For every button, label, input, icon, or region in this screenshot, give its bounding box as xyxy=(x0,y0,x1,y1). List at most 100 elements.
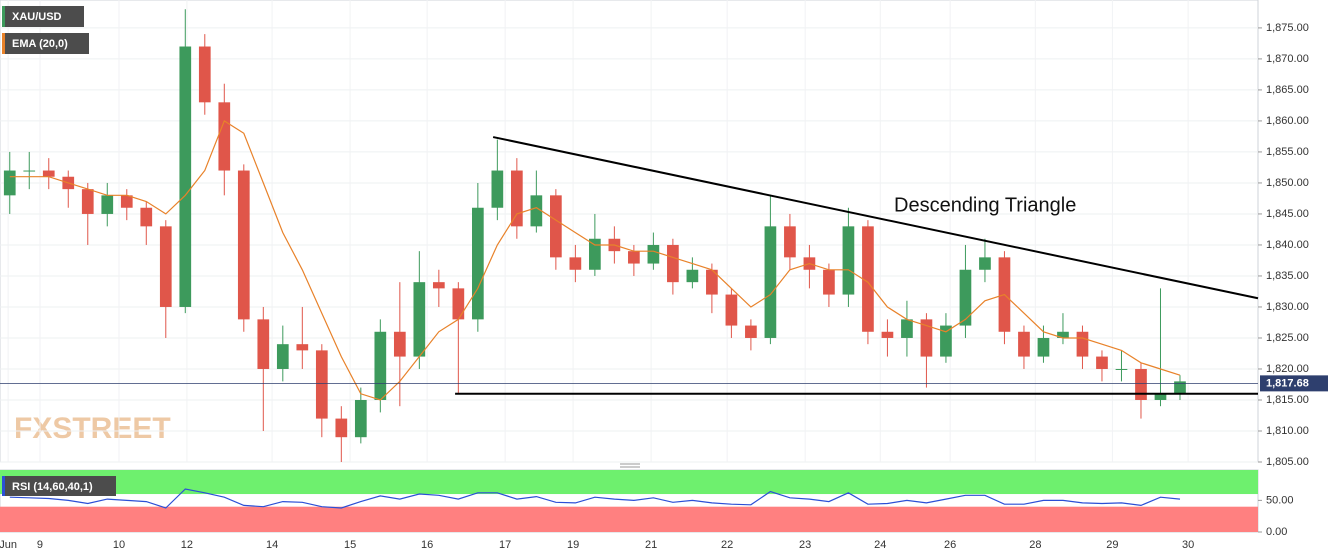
ema-line xyxy=(9,120,1181,401)
candle-body xyxy=(23,170,36,172)
x-tick-label: 10 xyxy=(113,539,125,551)
y-tick-label: 1,870.00 xyxy=(1266,53,1309,65)
candle-body xyxy=(1018,331,1030,357)
y-tick-label: 1,815.00 xyxy=(1266,394,1309,406)
candle-body xyxy=(81,189,94,214)
x-tick-label: 28 xyxy=(1029,539,1041,551)
candle-body xyxy=(179,46,192,307)
overbought-zone xyxy=(0,470,1258,495)
candle-body xyxy=(686,269,699,283)
candle-body xyxy=(1174,381,1186,394)
y-tick-label: 1,840.00 xyxy=(1266,239,1309,251)
candle-body xyxy=(374,331,387,400)
legend-box xyxy=(2,6,84,27)
candle-body xyxy=(1154,393,1167,400)
x-tick-label: 15 xyxy=(344,539,356,551)
legend-swatch xyxy=(2,33,5,54)
candle-body xyxy=(1057,331,1069,338)
candle-body xyxy=(1076,331,1089,357)
candle-body xyxy=(706,269,718,295)
legend-swatch xyxy=(2,6,5,27)
y-tick-label: 50.00 xyxy=(1266,494,1294,506)
candle-body xyxy=(471,207,484,320)
candle-body xyxy=(1135,368,1147,400)
candle-body xyxy=(140,207,153,227)
y-tick-label: 0.00 xyxy=(1266,526,1287,538)
x-tick-label: 16 xyxy=(421,539,433,551)
candle-body xyxy=(491,170,504,208)
candle-body xyxy=(257,319,270,369)
last-price-label: 1,817.68 xyxy=(1266,377,1309,389)
y-tick-label: 1,860.00 xyxy=(1266,115,1309,127)
candle-body xyxy=(1115,368,1128,370)
candle-body xyxy=(354,399,367,438)
last-price-box xyxy=(1260,375,1328,392)
candle-body xyxy=(881,331,894,338)
candle-body xyxy=(979,257,991,270)
y-tick-label: 1,855.00 xyxy=(1266,146,1309,158)
candle-body xyxy=(764,226,777,338)
annotation: Descending Triangle xyxy=(894,194,1076,216)
x-tick-label: 14 xyxy=(266,539,278,551)
y-tick-label: 1,820.00 xyxy=(1266,363,1309,375)
candle-body xyxy=(3,170,16,196)
candle-body xyxy=(940,325,952,357)
legend-box xyxy=(2,476,116,496)
candle-body xyxy=(530,195,543,227)
candle-body xyxy=(159,226,172,307)
candle-body xyxy=(452,288,465,320)
candle-body xyxy=(784,226,796,258)
x-tick-label: 22 xyxy=(721,539,733,551)
candle-body xyxy=(745,325,757,338)
x-tick-label: Jun xyxy=(0,539,17,551)
candle-body xyxy=(823,269,835,295)
y-tick-label: 1,845.00 xyxy=(1266,208,1309,220)
candle-body xyxy=(920,319,933,357)
candle-body xyxy=(862,226,874,332)
y-tick-label: 1,865.00 xyxy=(1266,84,1309,96)
candle-body xyxy=(842,226,855,295)
y-tick-label: 1,850.00 xyxy=(1266,177,1309,189)
legend-label: EMA (20,0) xyxy=(12,38,68,50)
candle-body xyxy=(647,244,660,264)
legend-swatch xyxy=(2,476,5,496)
candle-body xyxy=(667,244,679,283)
x-tick-label: 24 xyxy=(874,539,886,551)
x-tick-label: 12 xyxy=(181,539,193,551)
y-tick-label: 1,830.00 xyxy=(1266,301,1309,313)
candle-body xyxy=(959,269,972,326)
x-tick-label: 29 xyxy=(1106,539,1118,551)
legend-label: RSI (14,60,40,1) xyxy=(12,481,93,493)
candle-body xyxy=(550,195,562,258)
x-tick-label: 19 xyxy=(567,539,579,551)
legend-label: XAU/USD xyxy=(12,11,62,23)
y-tick-label: 1,875.00 xyxy=(1266,22,1309,34)
candle-body xyxy=(218,102,231,171)
candle-body xyxy=(432,282,445,289)
y-tick-label: 1,805.00 xyxy=(1266,456,1309,468)
x-tick-label: 23 xyxy=(799,539,811,551)
x-tick-label: 17 xyxy=(499,539,511,551)
candle-body xyxy=(315,350,328,419)
y-tick-label: 1,810.00 xyxy=(1266,425,1309,437)
trendline xyxy=(492,136,1259,300)
candle-body xyxy=(42,170,55,177)
y-tick-label: 1,825.00 xyxy=(1266,332,1309,344)
candle-body xyxy=(276,344,289,369)
candle-body xyxy=(569,257,582,270)
candle-body xyxy=(589,238,601,270)
candle-body xyxy=(296,344,309,351)
x-tick-label: 30 xyxy=(1182,539,1194,551)
candle-body xyxy=(335,418,348,438)
candle-body xyxy=(628,251,640,264)
candle-body xyxy=(511,170,523,227)
oversold-zone xyxy=(0,506,1258,532)
candle-body xyxy=(413,282,426,357)
x-tick-label: 9 xyxy=(37,539,43,551)
y-tick-label: 1,835.00 xyxy=(1266,270,1309,282)
x-tick-label: 21 xyxy=(645,539,657,551)
panel-grip xyxy=(620,463,640,468)
watermark: FXSTREET xyxy=(14,412,171,445)
